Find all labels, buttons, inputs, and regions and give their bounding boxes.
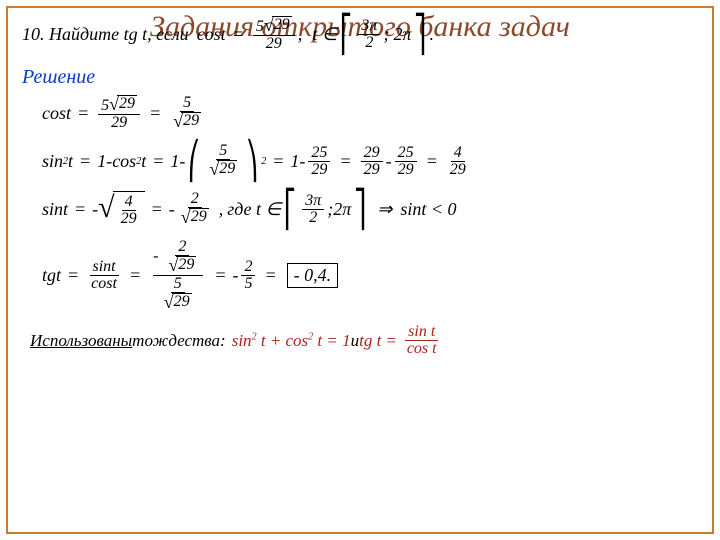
l2-29b: 29 (361, 145, 383, 162)
lbracket-icon: ⎡ (340, 20, 353, 49)
l3-2b: 2 (306, 210, 320, 226)
l4-sint: sint (90, 259, 119, 276)
id2-den: cos t (404, 341, 440, 357)
l2-cos: cos (112, 151, 136, 172)
l1-s29: 29 (117, 95, 137, 112)
problem-lead: 10. Найдите tg t, если (22, 24, 189, 45)
l4-2b: 2 (241, 259, 255, 276)
sqrt29: 29 (272, 16, 292, 33)
id2-num: sin t (405, 324, 438, 341)
l3-2pi: 2π (333, 199, 351, 220)
l3-sint: sint (42, 199, 68, 220)
l1-s29b: 29 (181, 112, 201, 129)
den-29: 29 (263, 36, 285, 52)
comma: , (298, 24, 303, 45)
l3-gde: где t ∈ (227, 199, 281, 220)
arrow-icon: ⇒ (377, 199, 392, 220)
cos-fraction: 5√29 29 (253, 16, 295, 52)
l3-pi: π (313, 192, 321, 209)
l2-1b: 1 (170, 151, 179, 172)
pi: π (369, 17, 377, 34)
l2-t2: t (141, 151, 146, 172)
l2-s29: 29 (217, 160, 237, 177)
l2-29: 29 (308, 162, 330, 178)
num-5: 5 (256, 18, 264, 35)
two: 2 (362, 35, 376, 51)
step-3: sint = - √ 429 = - 2 √29 , где t ∈ ⎡ 3π2… (42, 191, 698, 227)
l3-29b: 29 (189, 208, 209, 225)
l2-t: t (68, 151, 73, 172)
l4-2: 2 (175, 239, 189, 256)
l3-29: 29 (118, 211, 140, 227)
l1-5b: 5 (180, 95, 194, 112)
answer-box: - 0,4. (287, 263, 339, 288)
l2-1c: 1 (290, 151, 299, 172)
l2-sin: sin (42, 151, 63, 172)
l4-cost: cost (88, 276, 120, 292)
id2-eq: = (385, 331, 396, 351)
l4-tgt: tgt (42, 265, 61, 286)
id2-frac: sin t cos t (404, 324, 440, 357)
l2-4: 4 (451, 145, 465, 162)
id1-eq: t = 1 (313, 331, 350, 350)
id2-tg: tg t (359, 331, 381, 351)
t-in: t ∈ (312, 24, 337, 45)
step-4: tgt = sint cost = - 2√29 5√29 = - 25 = -… (42, 239, 698, 312)
l4-m2: - (232, 265, 238, 286)
l4-29b: 29 (172, 293, 192, 310)
l1-29: 29 (108, 115, 130, 131)
l2-29e: 29 (447, 162, 469, 178)
l2-1: 1 (97, 151, 106, 172)
id-word: тождества: (132, 331, 226, 351)
l3-ineq: sint < 0 (400, 199, 456, 220)
identities-line: Использованы тождества: sin2 t + cos2 t … (30, 324, 698, 357)
l4-5b: 5 (241, 276, 255, 292)
problem-statement: 10. Найдите tg t, если cost = 5√29 29 , … (22, 16, 698, 52)
cos: cost (42, 103, 71, 124)
l2-29c: 29 (361, 162, 383, 178)
l2-25: 25 (308, 145, 330, 162)
interval-left: 3π 2 (358, 18, 380, 51)
l1-5: 5 (101, 97, 109, 114)
l3-4: 4 (122, 194, 136, 211)
two-pi: 2π (393, 24, 411, 45)
l4-m: - (153, 248, 158, 265)
l3-m2: - (169, 199, 175, 220)
l4-29: 29 (176, 256, 196, 273)
id-and: и (351, 331, 360, 351)
content-area: 10. Найдите tg t, если cost = 5√29 29 , … (0, 16, 720, 357)
step-2: sin2t = 1 - cos2t = 1 - ⎛ 5 √29 ⎞2 = 1 -… (42, 143, 698, 179)
semicolon: ; (383, 24, 389, 45)
id1-t: t + cos (257, 331, 309, 350)
equals-sign: = (232, 24, 244, 45)
id1-sin: sin (232, 331, 252, 350)
cos-label: cost (197, 24, 226, 45)
l2-25b: 25 (395, 145, 417, 162)
l2-5: 5 (216, 143, 230, 160)
rbracket-icon: ⎤ (414, 20, 427, 49)
step-1: cost = 5√29 29 = 5 √29 (42, 95, 698, 131)
solution-label: Решение (22, 66, 698, 89)
l3-2: 2 (188, 191, 202, 208)
period: . (429, 24, 434, 45)
l2-sq: 2 (261, 156, 266, 167)
id-lead: Использованы (30, 331, 132, 351)
l2-29d: 29 (395, 162, 417, 178)
l4-5: 5 (171, 276, 185, 293)
